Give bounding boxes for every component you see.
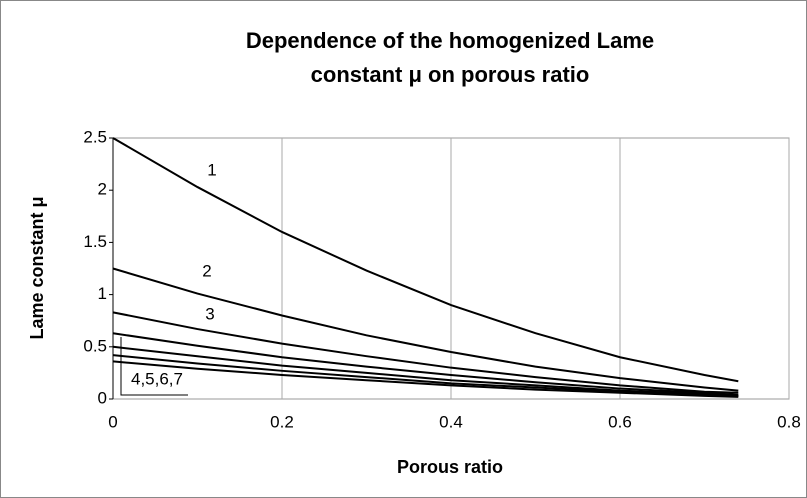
x-tick-label: 0 [108,412,117,431]
line-series [112,137,739,383]
y-tick-label: 1 [98,284,107,303]
annotation: 4,5,6,7 [131,369,183,388]
chart-title: Dependence of the homogenized Lame [246,28,654,53]
line-series [112,360,739,398]
x-tick-label: 0.8 [777,412,801,431]
x-tick-label: 0.4 [439,412,463,431]
y-tick-label: 2.5 [83,127,107,146]
line-series [112,354,739,397]
annotation: 3 [205,304,214,323]
y-tick-label: 2 [98,180,107,199]
annotation: 2 [202,261,211,280]
x-axis-label: Porous ratio [397,457,503,477]
x-tick-label: 0.2 [270,412,294,431]
line-series [112,332,739,396]
y-tick-label: 1.5 [83,232,107,251]
line-series [112,311,739,394]
line-series [112,267,739,392]
line-series [112,345,739,397]
y-tick-label: 0.5 [83,336,107,355]
x-tick-label: 0.6 [608,412,632,431]
annotation: 1 [207,160,216,179]
y-tick-label: 0 [98,388,107,407]
y-axis-label: Lame constant μ [27,196,47,339]
chart-title: constant μ on porous ratio [311,62,590,87]
